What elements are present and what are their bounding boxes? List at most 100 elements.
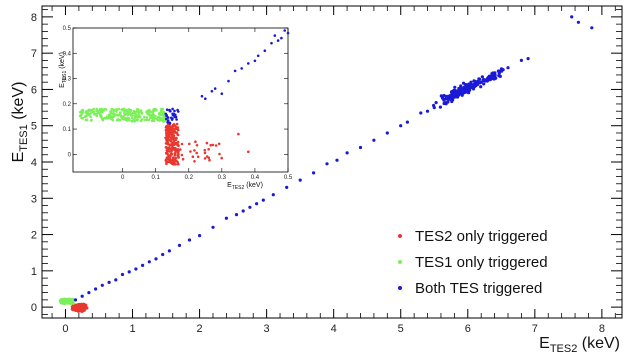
- data-point: [455, 91, 459, 95]
- inset-data-point: [195, 151, 198, 155]
- y-tick-label: 1: [31, 266, 37, 278]
- data-point: [590, 26, 594, 30]
- inset-data-point: [286, 31, 290, 35]
- inset-data-point: [168, 121, 172, 125]
- inset-x-tick-label: 0.3: [218, 175, 227, 181]
- data-point: [457, 86, 461, 91]
- inset-data-point: [133, 119, 137, 123]
- inset-data-point: [112, 108, 116, 112]
- inset-data-point: [119, 114, 123, 117]
- inset-data-point: [280, 36, 283, 40]
- inset-data-point: [247, 150, 250, 154]
- inset-data-point: [143, 115, 146, 119]
- inset-data-point: [152, 118, 155, 121]
- inset-data-point: [194, 140, 197, 143]
- data-point: [358, 145, 363, 150]
- data-point: [472, 82, 476, 86]
- data-point: [479, 85, 483, 89]
- inset-x-title-unit: (keV): [244, 182, 263, 189]
- data-point: [335, 158, 339, 162]
- inset-data-point: [95, 107, 98, 111]
- inset-data-point: [130, 112, 134, 116]
- inset-data-point: [95, 114, 99, 118]
- inset-data-point: [164, 136, 167, 140]
- inset-x-title-main: E: [227, 182, 232, 189]
- inset-data-point: [174, 113, 177, 117]
- inset-data-point: [179, 148, 182, 151]
- svg-text:ETES2 (keV): ETES2 (keV): [227, 182, 263, 191]
- inset-data-point: [176, 133, 179, 136]
- inset-data-point: [189, 150, 192, 153]
- inset-data-point: [205, 141, 209, 145]
- inset-data-point: [175, 122, 179, 126]
- inset-data-point: [165, 114, 168, 118]
- data-point: [432, 106, 436, 110]
- inset-data-point: [115, 118, 119, 122]
- inset-data-point: [152, 109, 156, 113]
- inset-data-point: [167, 134, 171, 137]
- data-point: [187, 238, 192, 242]
- data-point: [468, 82, 472, 86]
- data-point: [87, 291, 91, 295]
- inset-data-point: [283, 29, 287, 32]
- inset-data-point: [117, 107, 121, 111]
- inset-data-point: [165, 131, 168, 135]
- inset-data-point: [134, 115, 138, 119]
- inset-data-point: [129, 109, 133, 112]
- inset-y-title-unit: (keV): [59, 52, 66, 71]
- inset-data-point: [174, 156, 178, 160]
- inset-data-point: [151, 112, 155, 115]
- inset-data-point: [157, 112, 161, 115]
- x-tick-label: 4: [331, 323, 337, 335]
- inset-data-point: [195, 144, 199, 147]
- inset-data-point: [176, 162, 180, 166]
- x-tick-label: 7: [532, 323, 538, 335]
- inset-data-point: [136, 118, 139, 122]
- inset-data-point: [237, 132, 240, 136]
- inset-data-point: [207, 148, 210, 151]
- y-axis-title: ETES1 (keV): [10, 82, 30, 163]
- inset-data-point: [103, 116, 106, 120]
- inset-data-point: [176, 160, 179, 164]
- inset-data-point: [127, 117, 130, 120]
- inset-y-tick-label: 0.1: [63, 127, 72, 133]
- inset-data-point: [171, 156, 175, 160]
- inset-data-point: [166, 124, 170, 127]
- data-point: [482, 82, 486, 86]
- y-axis-title-unit: (keV): [10, 82, 27, 125]
- inset-panel: [72, 27, 289, 173]
- inset-data-point: [119, 111, 122, 114]
- y-tick-label: 3: [31, 193, 37, 205]
- inset-data-point: [85, 111, 88, 114]
- data-point: [385, 131, 389, 135]
- inset-data-point: [256, 54, 260, 58]
- inset-data-point: [87, 112, 90, 115]
- inset-data-point: [203, 157, 207, 160]
- legend-label-both: Both TES triggered: [415, 280, 542, 297]
- inset-data-point: [81, 116, 85, 120]
- data-point: [477, 77, 481, 81]
- data-point: [501, 68, 505, 72]
- inset-data-point: [147, 109, 151, 112]
- data-point: [492, 72, 496, 76]
- inset-data-point: [166, 139, 169, 142]
- inset-data-point: [176, 140, 180, 144]
- inset-data-point: [92, 112, 96, 116]
- main-data-points: [58, 15, 594, 313]
- inset-data-point: [170, 118, 174, 121]
- data-point: [298, 178, 302, 182]
- data-point: [460, 93, 464, 97]
- data-point: [62, 298, 66, 302]
- inset-x-axis-title: ETES2 (keV): [227, 182, 263, 191]
- data-point: [487, 75, 491, 79]
- inset-data-point: [137, 108, 140, 111]
- inset-data-point: [137, 113, 140, 117]
- y-tick-label: 6: [31, 84, 37, 96]
- inset-data-point: [174, 151, 177, 155]
- data-point: [107, 280, 111, 284]
- inset-data-point: [173, 124, 177, 127]
- inset-data-point: [177, 110, 180, 113]
- inset-data-point: [165, 117, 168, 121]
- inset-data-point: [100, 109, 103, 112]
